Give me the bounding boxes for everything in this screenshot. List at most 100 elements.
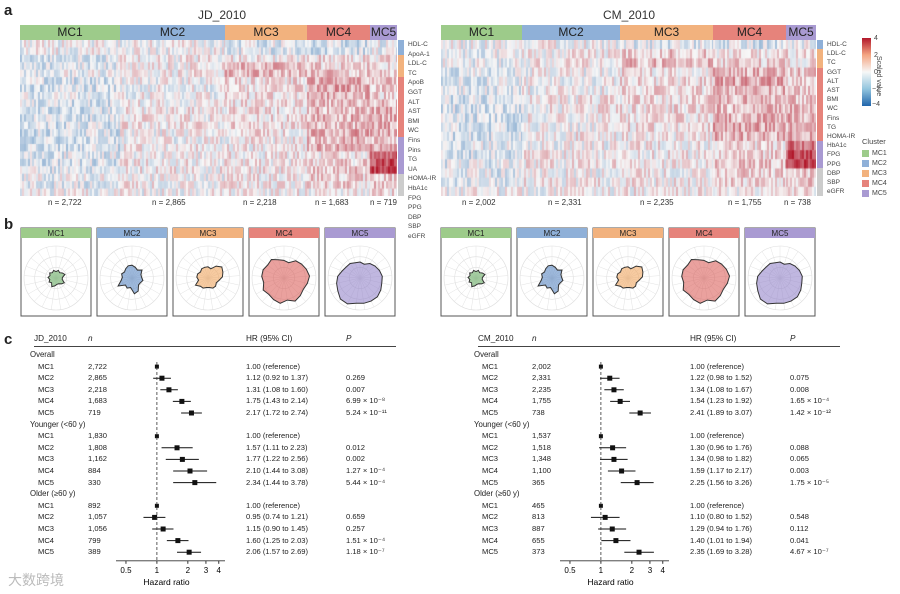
heatmap-cm-cluster-mc2: MC2 xyxy=(522,25,620,40)
cluster-legend-label: MC4 xyxy=(872,179,887,187)
forest-section-label: Overall xyxy=(474,350,499,359)
forest-plot-jd: JD_2010 n HR (95% CI) P 0.5 1 2 3 4 Hazard ratio O… xyxy=(0,334,440,592)
forest-row-hr: 2.41 (1.89 to 3.07) xyxy=(690,408,753,417)
forest-row-p: 5.24 × 10⁻¹¹ xyxy=(346,408,387,417)
forest-row-n: 738 xyxy=(532,408,545,417)
forest-row-label: MC5 xyxy=(38,477,55,487)
forest-row-n: 1,162 xyxy=(88,454,108,464)
forest-row-n: 1,755 xyxy=(532,396,552,406)
radar-shape xyxy=(467,269,486,288)
hm1-cells xyxy=(20,40,397,196)
variable-label: ALT xyxy=(827,77,839,85)
radar-panel-mc4: MC4 xyxy=(668,227,740,317)
forest-row-n: 799 xyxy=(88,535,101,545)
forest-plot-cm: CM_2010 n HR (95% CI) P 0.5 1 2 3 4 Hazard ratio O… xyxy=(440,334,900,592)
scale-tick-minus2: −2 xyxy=(872,86,880,93)
forest-row-p: 6.99 × 10⁻⁸ xyxy=(346,396,386,406)
variable-label: HDL-C xyxy=(827,41,847,48)
variable-label: WC xyxy=(827,105,838,113)
forest-point xyxy=(619,468,625,474)
forest-row-p: 0.659 xyxy=(346,512,366,522)
cluster-legend-item: MC2 xyxy=(862,158,887,168)
forest-row-n: 719 xyxy=(88,408,101,417)
variable-label: HbA1c xyxy=(827,142,847,150)
forest-row-n: 892 xyxy=(88,500,101,510)
radar-shape xyxy=(47,269,66,288)
watermark: 大数跨境 xyxy=(8,572,64,588)
forest-col-hr: HR (95% CI) xyxy=(246,334,293,343)
heatmap-jd-cluster-mc2: MC2 xyxy=(120,25,225,40)
forest-tick-label: 3 xyxy=(204,566,209,575)
variable-label: ApoA-1 xyxy=(408,50,430,58)
forest-tick-label: 4 xyxy=(217,566,222,575)
forest-row-label: MC3 xyxy=(38,454,55,464)
variable-label: DBP xyxy=(827,169,841,177)
forest-row-p: 1.75 × 10⁻⁵ xyxy=(790,477,830,487)
forest-row-n: 2,235 xyxy=(532,384,552,394)
forest-row-label: MC3 xyxy=(38,384,55,394)
cluster-legend-label: MC3 xyxy=(872,169,887,177)
forest-row-hr: 1.31 (1.08 to 1.60) xyxy=(246,384,309,394)
forest-row-hr: 1.60 (1.25 to 2.03) xyxy=(246,535,309,545)
cluster-legend-label: MC5 xyxy=(872,189,887,197)
forest-point xyxy=(188,410,194,416)
hm2-cells xyxy=(441,40,816,196)
forest-axis-label: Hazard ratio xyxy=(143,577,190,587)
forest-point xyxy=(160,526,166,532)
cluster-swatch xyxy=(862,159,869,167)
panel-label-b: b xyxy=(4,216,14,233)
forest-row-label: MC5 xyxy=(38,408,55,417)
forest-tick-label: 1 xyxy=(155,566,160,575)
radar-shape xyxy=(194,265,224,289)
heatmap-cm-variable-group-bar xyxy=(817,40,823,196)
forest-row-label: MC2 xyxy=(38,442,55,452)
variable-label: TC xyxy=(827,59,836,67)
forest-point xyxy=(154,503,159,508)
forest-point xyxy=(159,375,165,381)
variable-group-segment xyxy=(817,168,823,196)
variable-label: LDL-C xyxy=(408,60,427,68)
radar-title: MC5 xyxy=(352,229,369,238)
forest-row-n: 2,002 xyxy=(532,361,552,371)
forest-row-n: 1,100 xyxy=(532,466,552,475)
variable-label: HOMA-IR xyxy=(827,133,856,141)
forest-row-hr: 1.34 (0.98 to 1.82) xyxy=(690,454,753,464)
forest-row-n: 1,518 xyxy=(532,442,552,452)
radar-panels: MC1 MC2 MC3 MC4 MC5 MC1 MC2 MC3 MC4 MC5 xyxy=(20,227,816,317)
heatmap-cm-n-mc4: n = 1,755 xyxy=(728,198,762,207)
forest-row-hr: 1.00 (reference) xyxy=(246,500,301,510)
forest-row-label: MC5 xyxy=(482,477,499,487)
variable-label: WC xyxy=(408,127,419,135)
forest-point xyxy=(636,549,642,555)
scale-tick-minus4: −4 xyxy=(872,101,880,108)
forest-row-label: MC2 xyxy=(482,373,499,383)
forest-row-n: 1,056 xyxy=(88,524,108,533)
radar-panel-mc1: MC1 xyxy=(440,227,512,317)
variable-label: eGFR xyxy=(827,188,845,196)
heatmap-cm-n-mc1: n = 2,002 xyxy=(462,198,496,207)
forest-row-label: MC1 xyxy=(482,361,499,371)
variable-label: TG xyxy=(827,123,837,131)
variable-label: HbA1c xyxy=(408,184,428,192)
forest-row-hr: 1.77 (1.22 to 2.56) xyxy=(246,454,309,464)
radar-header xyxy=(325,228,395,238)
forest-axis-label: Hazard ratio xyxy=(587,577,634,587)
forest-row-hr: 1.59 (1.17 to 2.17) xyxy=(690,466,753,475)
forest-row-hr: 1.00 (reference) xyxy=(690,431,745,441)
radar-header xyxy=(669,228,739,238)
forest-section-label: Older (≥60 y) xyxy=(30,489,76,499)
heatmap-cm-variable-labels: HDL-C LDL-C TC GGT ALT AST BMI WC Fins TG HOMA-IR H… xyxy=(827,40,855,196)
cluster-legend: MC1 MC2 MC3 MC4 MC5 xyxy=(862,148,887,198)
forest-row-n: 389 xyxy=(88,547,101,557)
variable-label: SBP xyxy=(408,223,422,231)
forest-row-p: 0.075 xyxy=(790,373,810,383)
forest-row-label: MC2 xyxy=(38,373,55,383)
forest-row-label: MC4 xyxy=(38,466,55,475)
cluster-swatch xyxy=(862,149,869,157)
forest-title: CM_2010 xyxy=(478,334,514,343)
forest-point xyxy=(154,434,159,439)
cluster-legend-label: MC1 xyxy=(872,149,887,157)
heatmap-cm xyxy=(441,40,816,196)
variable-label: ALT xyxy=(408,98,420,106)
heatmap-jd-cluster-mc1: MC1 xyxy=(20,25,120,40)
